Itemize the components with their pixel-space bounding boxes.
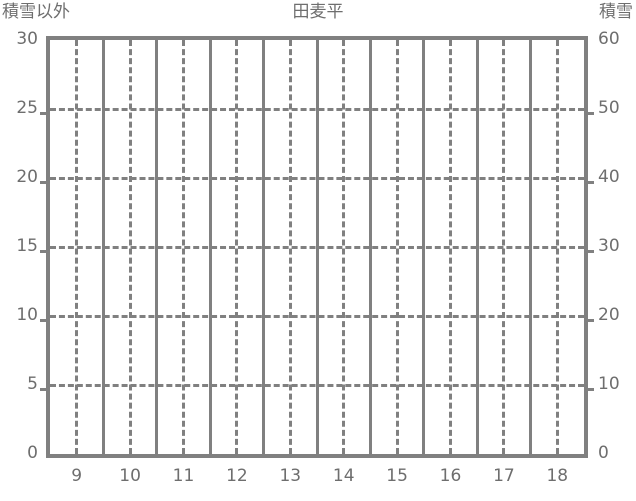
- x-axis-label: 17: [493, 466, 515, 486]
- x-axis-label: 16: [439, 466, 462, 486]
- x-axis-label: 18: [546, 466, 569, 486]
- y-axis-label-right: 10: [598, 374, 620, 394]
- y-axis-tick-right: [584, 249, 594, 253]
- y-axis-label-left: 25: [16, 98, 38, 118]
- y-axis-label-left: 20: [16, 167, 38, 187]
- y-axis-tick-left: [40, 387, 50, 391]
- y-axis-tick-right: [584, 318, 594, 322]
- y-axis-label-left: 15: [16, 236, 38, 256]
- y-axis-label-right: 30: [598, 236, 620, 256]
- horizontal-gridline: [50, 245, 584, 249]
- x-axis-label: 12: [226, 466, 248, 486]
- plot-gridlines: [50, 40, 584, 454]
- x-axis-label: 10: [119, 466, 141, 486]
- y-axis-label-left: 5: [27, 374, 38, 394]
- plot-area: [40, 36, 594, 458]
- y-axis-label-right: 20: [598, 305, 620, 325]
- y-axis-tick-right: [584, 180, 594, 184]
- horizontal-gridline: [50, 176, 584, 180]
- y-axis-tick-left: [40, 180, 50, 184]
- y-axis-label-left: 30: [16, 29, 38, 49]
- y-axis-label-right: 40: [598, 167, 620, 187]
- left-axis-title: 積雪以外: [2, 2, 70, 22]
- y-axis-label-right: 60: [598, 29, 620, 49]
- x-axis-label: 14: [332, 466, 355, 486]
- x-axis-label: 13: [279, 466, 302, 486]
- y-axis-tick-right: [584, 387, 594, 391]
- y-axis-tick-left: [40, 318, 50, 322]
- horizontal-gridline: [50, 314, 584, 318]
- y-axis-label-left: 10: [16, 305, 38, 325]
- y-axis-label-right: 50: [598, 98, 620, 118]
- x-axis-label: 11: [172, 466, 195, 486]
- horizontal-gridline: [50, 107, 584, 111]
- x-axis-label: 15: [386, 466, 408, 486]
- y-axis-tick-left: [40, 249, 50, 253]
- y-axis-tick-right: [584, 111, 594, 115]
- y-axis-label-left: 0: [27, 443, 38, 463]
- y-axis-tick-left: [40, 111, 50, 115]
- right-axis-title: 積雪: [599, 2, 633, 22]
- x-axis-label: 9: [71, 466, 83, 486]
- horizontal-gridline: [50, 383, 584, 387]
- y-axis-label-right: 0: [598, 443, 609, 463]
- chart-title: 田麦平: [292, 2, 344, 22]
